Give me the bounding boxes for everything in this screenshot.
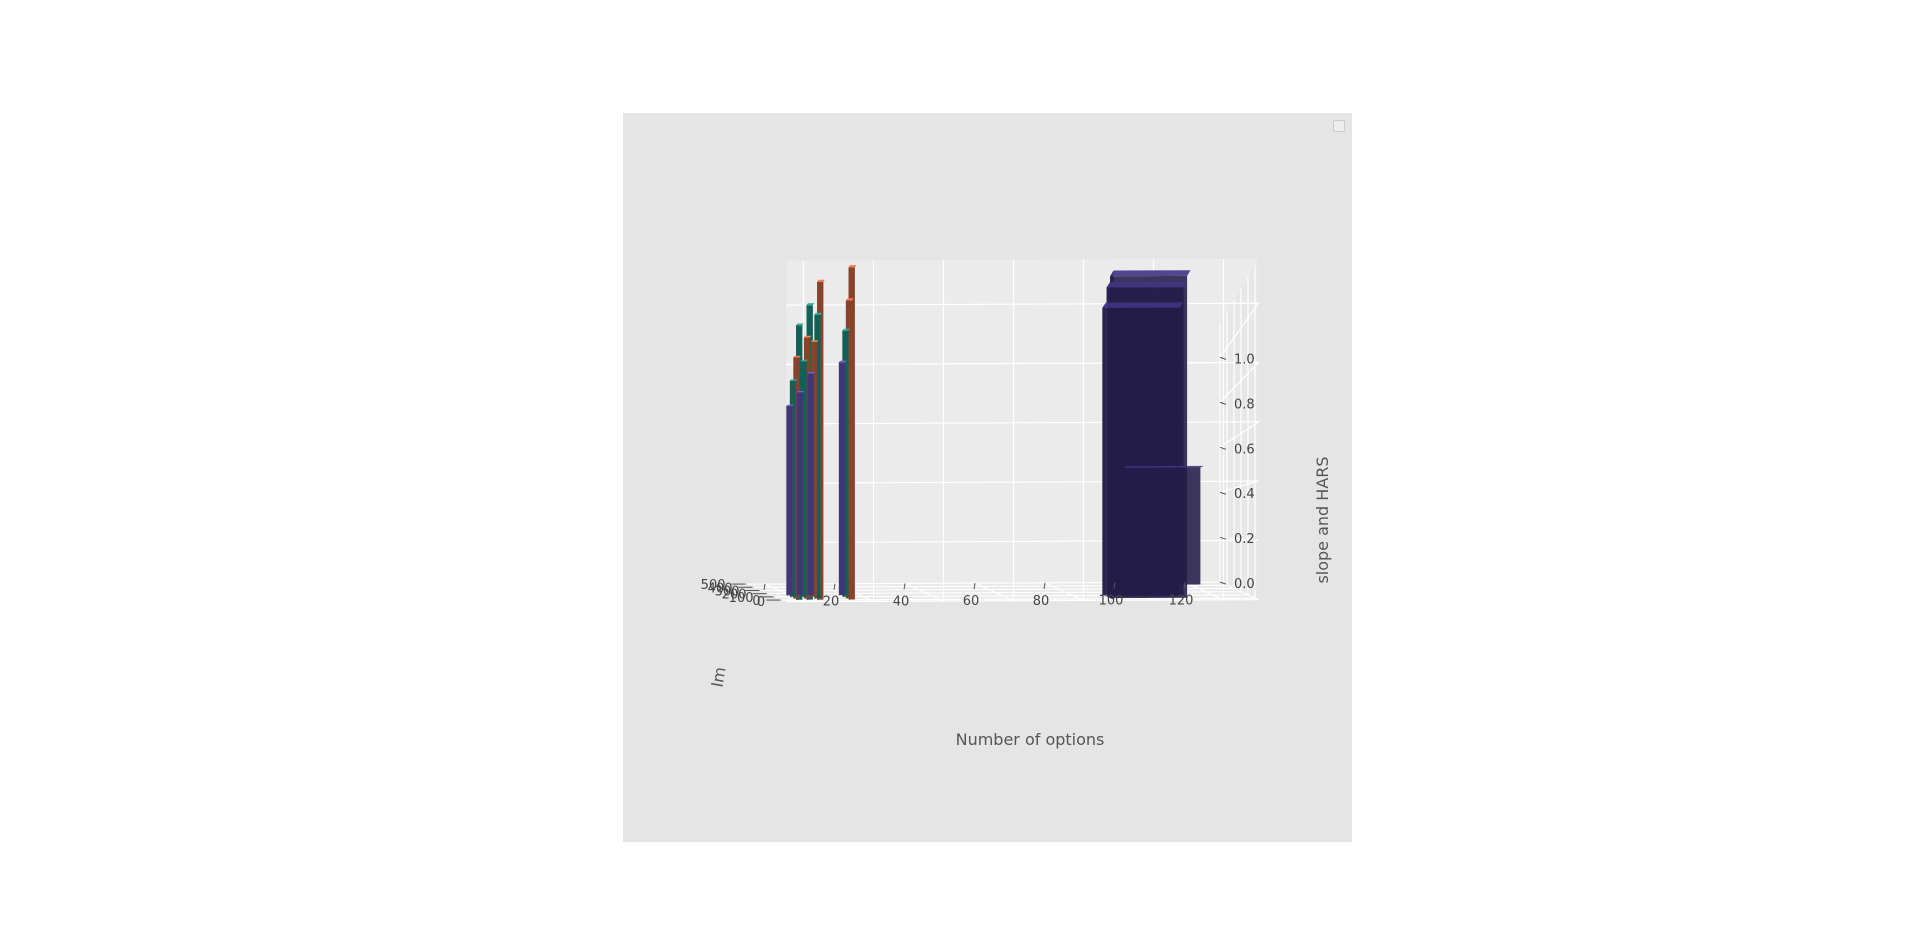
z-tick-label: 0.8 <box>1234 397 1255 412</box>
y-tick-label: 500 <box>701 578 726 593</box>
x-tick-label: 40 <box>893 594 910 609</box>
x-tick-mark <box>833 583 836 590</box>
x-tick-label: 60 <box>963 594 980 609</box>
bar-top-face <box>814 312 822 315</box>
x-tick-label: 0 <box>757 595 765 610</box>
z-tick-label: 0.6 <box>1234 442 1255 457</box>
x-tick-mark <box>1183 582 1186 589</box>
x-tick-mark <box>1043 582 1046 589</box>
z-grid-line <box>785 361 1260 403</box>
bar-front-face <box>786 405 793 596</box>
bar-top-face <box>810 340 819 342</box>
bar-top-face <box>1106 281 1188 288</box>
x-tick-mark <box>903 583 906 590</box>
z-grid-line <box>785 302 1260 358</box>
z-tick-mark <box>1219 401 1227 405</box>
z-grid-line <box>785 536 1259 544</box>
bar-top-face <box>789 379 798 381</box>
x-tick-label: 80 <box>1033 594 1050 609</box>
legend-toggle-icon[interactable] <box>1333 120 1345 132</box>
y-tick-label: 400 <box>708 581 733 596</box>
bar-front-face <box>1123 467 1201 585</box>
bar-top-face <box>807 371 815 374</box>
bar-top-face <box>803 335 812 338</box>
bar-front-face <box>807 373 814 596</box>
y-tick-label: 100 <box>729 591 754 606</box>
bar-top-face <box>1110 270 1191 277</box>
z-tick-mark <box>1219 356 1227 360</box>
x-tick-label: 100 <box>1099 594 1124 609</box>
bar-top-face <box>800 359 808 362</box>
x-tick-mark <box>763 583 766 591</box>
z-grid-line <box>785 581 1259 603</box>
bar-top-face <box>1123 465 1204 468</box>
bar-top-face <box>1102 302 1183 308</box>
bar <box>838 360 847 596</box>
z-tick-mark <box>1219 491 1227 495</box>
bar-front-face <box>796 392 804 596</box>
x-tick-label: 120 <box>1169 593 1194 608</box>
bar-top-face <box>796 323 804 326</box>
z-tick-label: 0.2 <box>1234 532 1255 547</box>
z-tick-mark <box>1219 446 1227 450</box>
z-axis-title: slope and HARS <box>1313 456 1332 583</box>
bar-top-face <box>817 279 825 282</box>
bar <box>1123 465 1204 587</box>
x-tick-label: 20 <box>823 595 840 610</box>
x-axis-title: Number of options <box>956 730 1105 749</box>
z-grid-line <box>785 480 1259 493</box>
z-grid-line <box>785 421 1261 448</box>
bar-top-face <box>845 298 854 301</box>
bars-group <box>786 265 1204 601</box>
y-tick-label: 300 <box>715 584 740 599</box>
bar-top-face <box>786 404 794 406</box>
bar <box>796 391 805 596</box>
y-tick-label: 200 <box>722 588 747 603</box>
grid-lines <box>747 258 1261 603</box>
bar <box>807 371 815 596</box>
bar-top-face <box>838 360 847 363</box>
bar-top-face <box>796 391 805 393</box>
z-tick-mark <box>1219 581 1227 585</box>
x-tick-mark <box>973 583 976 590</box>
z-tick-mark <box>1219 536 1227 540</box>
x-tick-mark <box>1113 582 1116 589</box>
y-axis-title: Im <box>707 665 729 688</box>
bar-top-face <box>842 328 850 331</box>
z-tick-label: 0.4 <box>1234 487 1255 502</box>
bar-top-face <box>793 355 801 358</box>
z-tick-label: 1.0 <box>1234 352 1255 367</box>
bar <box>786 404 794 596</box>
bar-top-face <box>806 303 815 306</box>
y-tick-label: 0 <box>752 594 760 609</box>
bar-top-face <box>848 265 857 268</box>
bar-front-face <box>838 362 846 595</box>
z-tick-label: 0.0 <box>1234 577 1255 592</box>
